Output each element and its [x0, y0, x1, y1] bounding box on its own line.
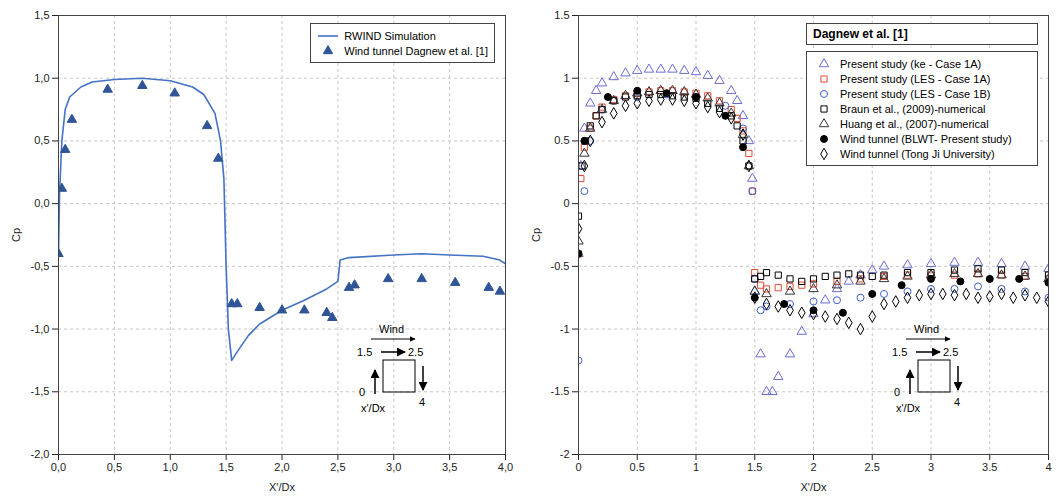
html-text:Huang et al., (2007)-numerical: Huang et al., (2007)-numerical: [840, 117, 989, 130]
svg-text:1: 1: [563, 72, 569, 84]
svg-text:0,0: 0,0: [51, 461, 66, 473]
svg-text:-1,0: -1,0: [31, 323, 50, 335]
svg-text:-2,0: -2,0: [31, 448, 50, 460]
svg-text:x'/Dx: x'/Dx: [361, 402, 386, 414]
html-text:Wind tunnel (BLWT- Present stu: Wind tunnel (BLWT- Present study): [840, 132, 1012, 145]
html-text:Braun et al., (2009)-numerical: Braun et al., (2009)-numerical: [840, 102, 986, 115]
svg-text:2: 2: [810, 461, 816, 473]
html-text:RWIND Simulation: RWIND Simulation: [344, 29, 436, 42]
svg-text:0.5: 0.5: [554, 134, 569, 146]
svg-text:0,0: 0,0: [34, 197, 49, 209]
svg-text:0: 0: [894, 386, 900, 398]
svg-text:0,5: 0,5: [107, 461, 122, 473]
svg-text:0: 0: [563, 197, 569, 209]
svg-text:0,5: 0,5: [34, 134, 49, 146]
svg-text:Cp: Cp: [530, 228, 542, 242]
html-text:Present study (LES - Case 1A): Present study (LES - Case 1A): [840, 72, 991, 85]
svg-text:2,5: 2,5: [330, 461, 345, 473]
svg-text:X'/Dx: X'/Dx: [801, 481, 827, 493]
svg-text:-0,5: -0,5: [31, 260, 50, 272]
svg-text:1.5: 1.5: [747, 461, 762, 473]
html-text:Wind tunnel (Tong Ji Universit: Wind tunnel (Tong Ji University): [840, 147, 995, 160]
svg-text:1.5: 1.5: [357, 346, 372, 358]
svg-text:1,0: 1,0: [34, 72, 49, 84]
svg-text:Cp: Cp: [10, 228, 22, 242]
svg-text:1.5: 1.5: [892, 346, 907, 358]
svg-text:1.5: 1.5: [554, 9, 569, 21]
svg-text:-1,5: -1,5: [31, 385, 50, 397]
svg-text:-0.5: -0.5: [551, 260, 570, 272]
svg-text:4: 4: [1045, 461, 1051, 473]
svg-text:3,5: 3,5: [442, 461, 457, 473]
html-text:Dagnew et al. [1]: Dagnew et al. [1]: [813, 27, 908, 41]
svg-text:1,5: 1,5: [34, 9, 49, 21]
svg-text:0: 0: [359, 386, 365, 398]
svg-text:x'/Dx: x'/Dx: [896, 402, 921, 414]
svg-text:1,5: 1,5: [218, 461, 233, 473]
svg-text:-1.5: -1.5: [551, 385, 570, 397]
svg-text:2.5: 2.5: [865, 461, 880, 473]
svg-text:3,0: 3,0: [386, 461, 401, 473]
svg-text:3: 3: [928, 461, 934, 473]
svg-text:Wind: Wind: [914, 323, 939, 335]
svg-text:-2: -2: [560, 448, 570, 460]
svg-text:2.5: 2.5: [408, 346, 423, 358]
svg-text:4: 4: [954, 396, 960, 408]
svg-text:Wind: Wind: [379, 323, 404, 335]
svg-text:4,0: 4,0: [498, 461, 513, 473]
svg-text:-1: -1: [560, 323, 570, 335]
svg-text:3.5: 3.5: [982, 461, 997, 473]
svg-text:2,0: 2,0: [274, 461, 289, 473]
svg-text:1,0: 1,0: [163, 461, 178, 473]
svg-text:0: 0: [575, 461, 581, 473]
svg-text:0.5: 0.5: [630, 461, 645, 473]
svg-text:1: 1: [693, 461, 699, 473]
html-text:Wind tunnel Dagnew et al. [1]: Wind tunnel Dagnew et al. [1]: [344, 44, 488, 57]
svg-text:2.5: 2.5: [943, 346, 958, 358]
svg-text:4: 4: [419, 396, 425, 408]
svg-text:X'/Dx: X'/Dx: [269, 481, 295, 493]
html-text:Present study (ke - Case 1A): Present study (ke - Case 1A): [840, 57, 982, 70]
html-text:Present study (LES - Case 1B): Present study (LES - Case 1B): [840, 87, 991, 100]
